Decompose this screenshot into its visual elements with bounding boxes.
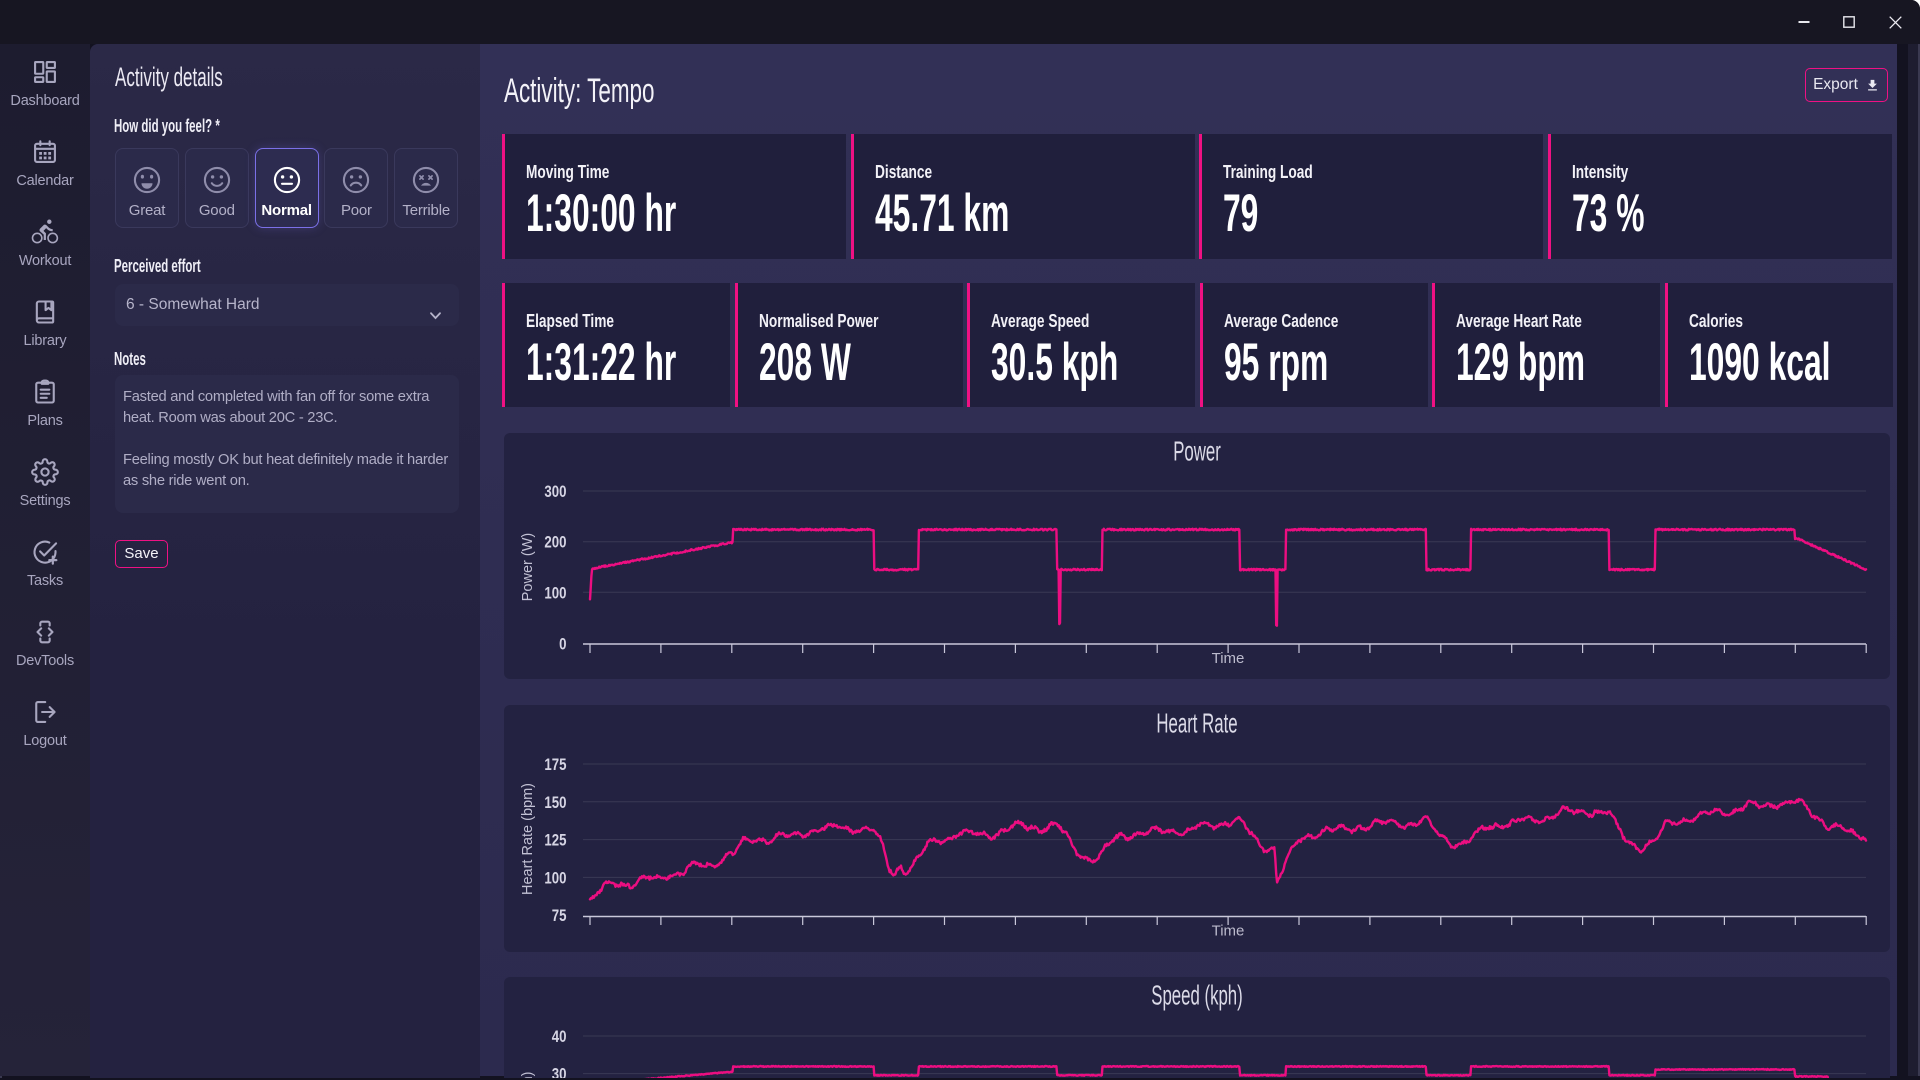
svg-text:100: 100 [544, 584, 566, 603]
svg-text:300: 300 [544, 483, 566, 502]
svg-text:150: 150 [544, 793, 566, 812]
svg-text:75: 75 [552, 907, 567, 926]
svg-text:200: 200 [544, 533, 566, 552]
svg-text:Heart Rate (bpm): Heart Rate (bpm) [520, 783, 536, 895]
svg-text:Speed (kph): Speed (kph) [520, 1072, 536, 1080]
svg-text:Time: Time [1212, 923, 1245, 940]
svg-text:175: 175 [544, 756, 567, 775]
svg-text:0: 0 [559, 635, 566, 654]
svg-text:30: 30 [552, 1065, 567, 1080]
svg-text:Power (W): Power (W) [520, 533, 536, 601]
svg-text:Heart Rate: Heart Rate [1156, 707, 1237, 739]
svg-text:125: 125 [544, 831, 567, 850]
svg-text:Time: Time [1212, 650, 1245, 667]
svg-text:100: 100 [544, 869, 566, 888]
svg-text:40: 40 [552, 1028, 567, 1047]
svg-text:Speed (kph): Speed (kph) [1151, 979, 1242, 1011]
svg-text:Power: Power [1173, 435, 1221, 467]
